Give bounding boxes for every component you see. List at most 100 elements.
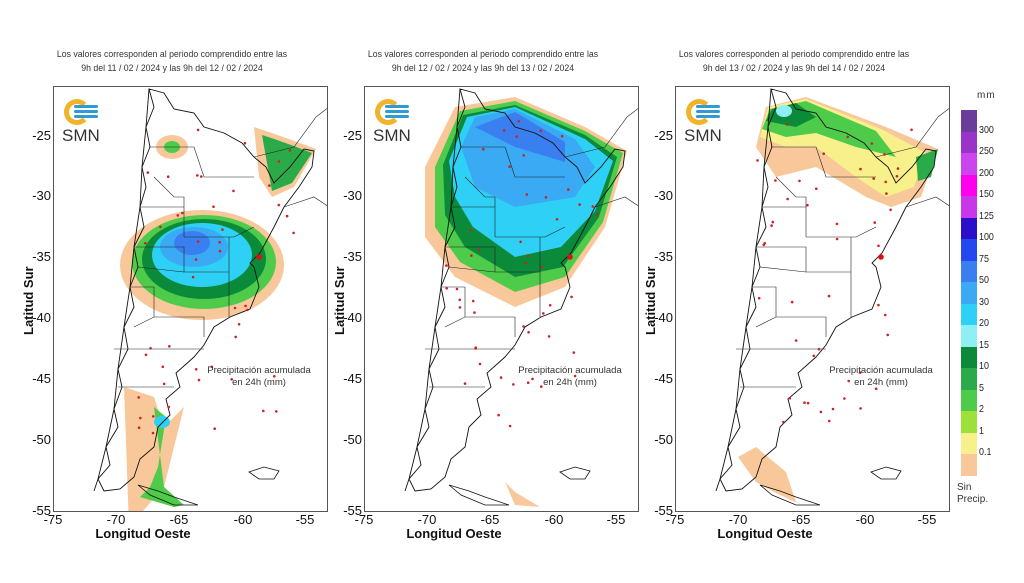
weather-station-dot	[196, 240, 200, 243]
weather-station-dot	[244, 304, 247, 308]
legend-label: 20	[979, 317, 989, 329]
legend-label: 0.1	[979, 446, 992, 458]
y-tick-label: -55	[32, 503, 51, 518]
x-tick-label: -65	[791, 512, 811, 527]
weather-station-dot	[522, 325, 525, 328]
legend-label: 5	[979, 381, 984, 394]
logo-text: SMN	[373, 126, 411, 145]
country-border	[905, 196, 949, 208]
weather-station-dot	[168, 345, 171, 348]
y-axis-label: Latitud Sur	[332, 266, 347, 335]
weather-station-dot	[526, 254, 530, 258]
weather-station-dot	[477, 248, 481, 251]
weather-station-dot	[843, 397, 846, 400]
weather-station-dot	[508, 165, 511, 168]
weather-station-dot	[846, 135, 849, 139]
weather-station-dot	[774, 179, 777, 182]
logo-wave-icon	[74, 110, 98, 113]
weather-station-dot	[822, 152, 825, 155]
legend-swatch	[961, 131, 977, 153]
weather-station-dot	[268, 184, 271, 187]
weather-station-dot	[196, 174, 199, 177]
province-border	[134, 246, 229, 273]
logo-wave-icon	[385, 110, 409, 113]
legend-no-precip-label: Sin Precip.	[957, 482, 988, 506]
annotation-line-1: Precipitación acumulada	[829, 365, 933, 376]
weather-station-dot	[194, 368, 198, 371]
weather-station-dot	[794, 339, 798, 342]
weather-station-dot	[763, 242, 767, 245]
weather-station-dot	[896, 167, 900, 170]
weather-station-dot	[497, 413, 500, 417]
capital-marker	[878, 254, 884, 260]
weather-station-dot	[770, 224, 773, 227]
legend-swatch	[961, 174, 977, 196]
weather-station-dot	[889, 208, 892, 212]
annotation-line-2: en 24h (mm)	[854, 377, 908, 388]
weather-station-dot	[149, 347, 152, 350]
weather-station-dot	[910, 128, 913, 132]
x-tick-label: -75	[354, 512, 374, 527]
legend-swatch	[961, 346, 977, 368]
falkland-islands	[248, 466, 280, 480]
weather-station-dot	[137, 396, 140, 399]
legend-label: 1	[979, 424, 984, 437]
map-frame: SMN Precipitación acumulada en 24h (mm)	[53, 86, 328, 512]
y-axis-label: Latitud Sur	[643, 266, 658, 335]
weather-station-dot	[525, 193, 529, 196]
x-axis-label: Longitud Oeste	[406, 526, 502, 541]
weather-station-dot	[522, 154, 525, 157]
legend-swatch	[961, 303, 977, 325]
subtitle-line-2: 9h del 11 / 02 / 2024 y las 9h del 12 / …	[81, 63, 263, 74]
logo-wave-icon	[74, 105, 98, 108]
legend-swatch	[961, 411, 977, 433]
weather-station-dot	[167, 405, 170, 409]
precip-fill	[425, 97, 627, 507]
x-tick-label: -70	[728, 512, 748, 527]
legend-swatch	[961, 153, 977, 175]
legend-swatch	[961, 432, 977, 454]
x-tick-label: -70	[106, 512, 126, 527]
precipitation-legend: mm 300 250 200 150 125 100 75 50 30 20 15 10 5 2 1 0.1 …	[955, 86, 1024, 516]
legend-swatch	[961, 196, 977, 218]
weather-station-dot	[859, 407, 862, 410]
y-tick-label: -25	[32, 128, 51, 143]
legend-label: 150	[979, 188, 994, 200]
weather-station-dot	[812, 354, 816, 358]
tierra-del-fuego	[448, 484, 510, 506]
x-tick-label: -60	[855, 512, 875, 527]
weather-station-dot	[874, 387, 878, 391]
weather-station-dot	[595, 213, 599, 216]
province-border	[137, 266, 185, 273]
period-subtitle: Los valores corresponden al periodo comp…	[25, 48, 319, 76]
y-tick-label: -35	[654, 249, 673, 264]
weather-station-dot	[213, 427, 216, 431]
weather-station-dot	[285, 214, 289, 218]
weather-station-dot	[200, 175, 203, 178]
y-tick-label: -55	[343, 503, 362, 518]
logo-wave-icon	[385, 115, 409, 118]
x-tick-label: -65	[480, 512, 500, 527]
smn-logo: SMN	[371, 93, 431, 153]
legend-label: 250	[979, 145, 994, 157]
weather-station-dot	[469, 228, 472, 232]
annotation-line-2: en 24h (mm)	[232, 377, 286, 388]
legend-swatch	[961, 368, 977, 390]
province-border	[465, 316, 516, 337]
weather-station-dot	[883, 153, 886, 156]
weather-station-dot	[152, 415, 155, 418]
legend-label: 10	[979, 360, 989, 372]
subtitle-line-2: 9h del 12 / 02 / 2024 y las 9h del 13 / …	[391, 63, 575, 74]
weather-station-dot	[508, 424, 512, 428]
legend-label: 300	[979, 123, 994, 136]
weather-station-dot	[445, 264, 448, 267]
weather-station-dot	[277, 203, 281, 207]
weather-station-dot	[572, 351, 576, 354]
weather-station-dot	[757, 296, 761, 300]
y-tick-label: -40	[32, 310, 51, 325]
weather-station-dot	[474, 347, 477, 350]
country-border	[594, 196, 638, 208]
weather-station-dot	[517, 119, 521, 123]
weather-station-dot	[288, 149, 292, 152]
precip-fill	[738, 97, 938, 507]
